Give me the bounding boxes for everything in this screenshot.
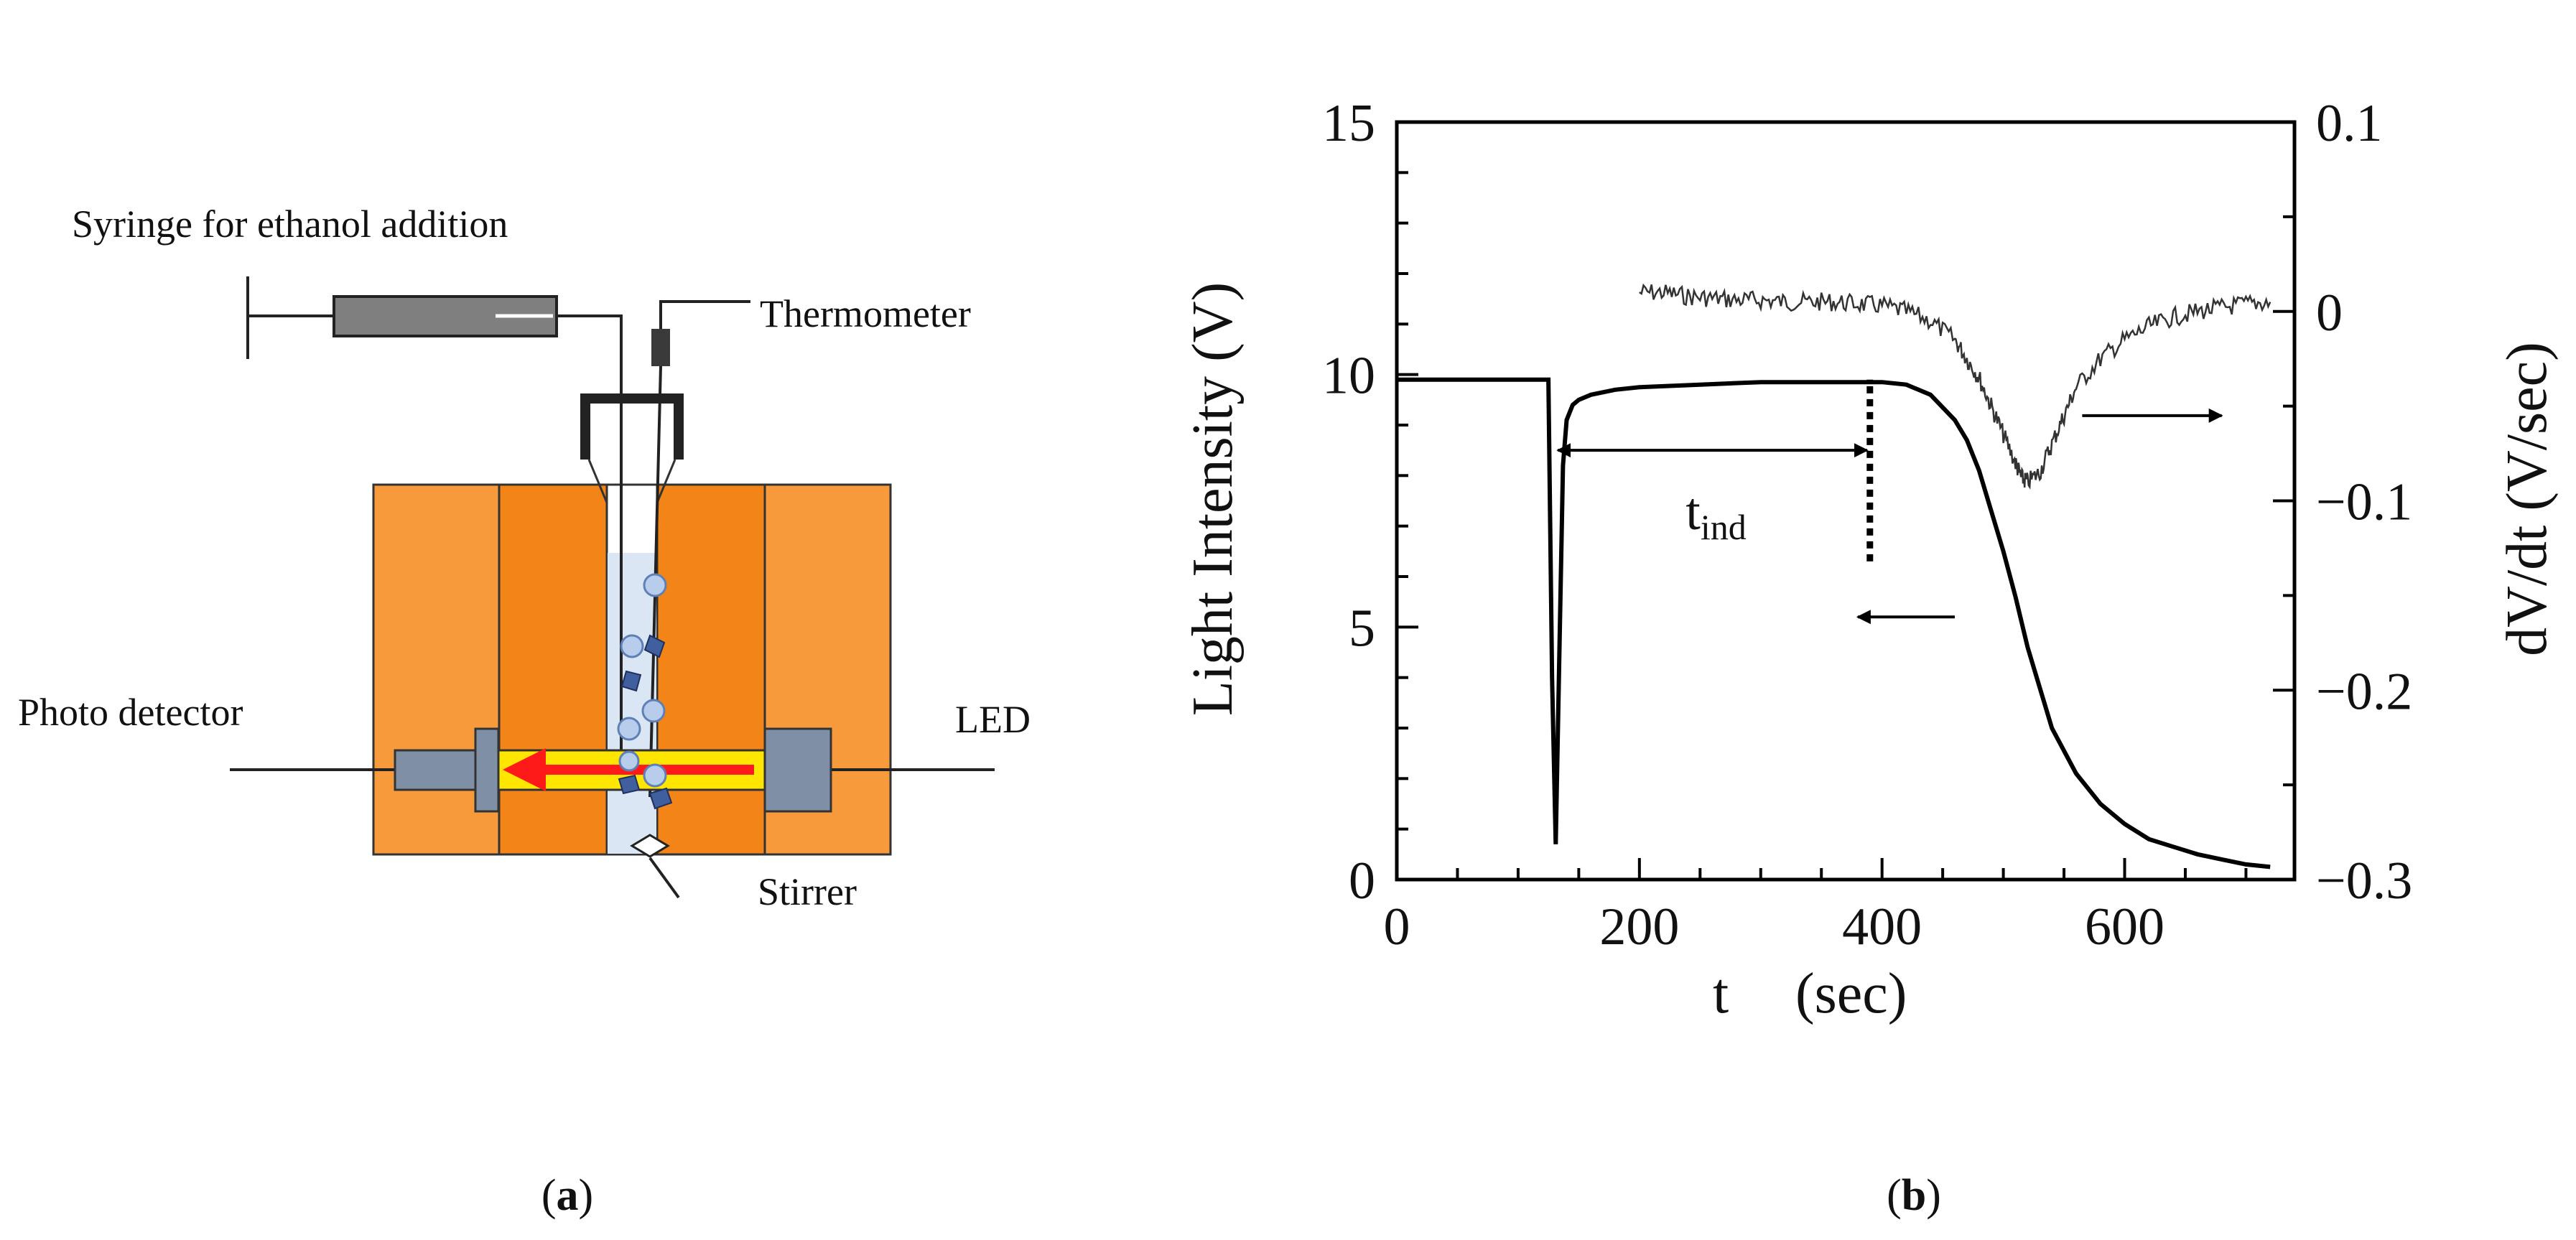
series-dvdt-line	[1639, 283, 2272, 490]
bubble	[643, 763, 667, 788]
syringe-needle	[557, 314, 623, 775]
panel-a-apparatus-diagram: Syringe for ethanol addition Thermometer…	[18, 202, 1031, 1220]
cuvette-neck-left	[587, 459, 608, 553]
crystal	[648, 787, 673, 810]
cuvette-cap	[580, 393, 684, 460]
crystals	[618, 634, 673, 810]
stirrer-leader	[648, 857, 680, 899]
y-tick-label: 5	[1349, 599, 1375, 658]
photo-detector-body	[394, 749, 481, 791]
bubble	[618, 750, 640, 772]
bubble	[620, 634, 644, 658]
y-axis-title: Light Intensity (V)	[1181, 282, 1245, 716]
y2-tick-label: −0.3	[2316, 852, 2412, 910]
block-inner-right	[656, 483, 766, 856]
y2-tick-label: −0.1	[2316, 473, 2412, 532]
crystal	[618, 774, 641, 795]
t-ind-label: tind	[1685, 483, 1746, 547]
y2-axis-title: dV/dt (V/sec)	[2496, 342, 2559, 656]
led-body	[763, 727, 832, 813]
label-syringe: Syringe for ethanol addition	[72, 202, 508, 246]
series-light-intensity-line	[1397, 377, 2271, 870]
bubble	[643, 573, 667, 597]
x-axis-title-unit: (sec)	[1795, 962, 1907, 1025]
label-led: LED	[955, 698, 1031, 741]
beam-arrow-head	[503, 748, 546, 791]
x-tick-label: 200	[1599, 898, 1679, 956]
bubbles	[617, 573, 667, 788]
label-thermometer: Thermometer	[760, 292, 971, 335]
y2-tick-label: −0.2	[2316, 662, 2412, 721]
y-tick-label: 0	[1349, 852, 1375, 910]
x-tick-label: 0	[1384, 898, 1410, 956]
label-stirrer: Stirrer	[758, 870, 857, 913]
y2-tick-label: 0.1	[2316, 94, 2383, 153]
y-tick-label: 15	[1322, 94, 1375, 153]
y-axis-ticks: 0 5 10 15	[1322, 94, 1418, 910]
photo-detector-flange	[474, 727, 500, 813]
y2-axis-ticks: 0.1 0 −0.1 −0.2 −0.3	[2273, 94, 2412, 910]
panel-label-a: (a)	[541, 1171, 593, 1220]
x-tick-label: 600	[2085, 898, 2165, 956]
y-tick-label: 10	[1322, 347, 1375, 406]
x-axis-title-t: t	[1713, 962, 1729, 1025]
x-axis-ticks: 0 200 400 600	[1384, 858, 2248, 956]
crystal	[643, 634, 666, 658]
thermometer-head	[651, 329, 670, 366]
block-inner-left	[498, 483, 608, 856]
y2-tick-label: 0	[2316, 284, 2343, 342]
label-photo-detector: Photo detector	[18, 691, 243, 734]
x-tick-label: 400	[1842, 898, 1922, 956]
thermometer-wire	[659, 300, 750, 330]
bubble	[641, 699, 666, 723]
panel-label-b: (b)	[1887, 1171, 1941, 1220]
stirrer-bar	[630, 834, 670, 858]
crystal	[620, 670, 642, 692]
syringe-barrel	[333, 295, 558, 337]
plot-frame	[1395, 120, 2297, 882]
bubble	[617, 717, 641, 741]
